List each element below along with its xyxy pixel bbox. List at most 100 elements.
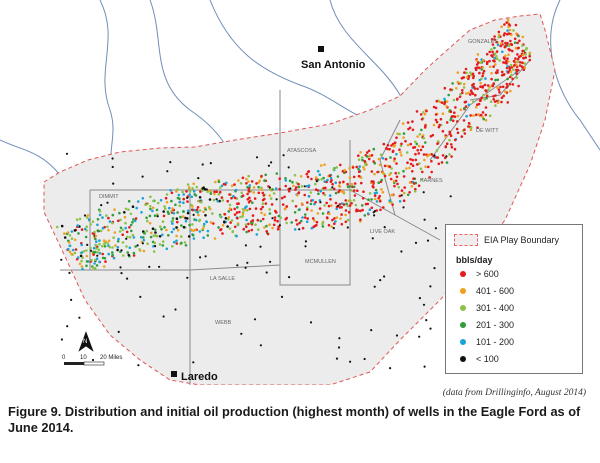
well-point <box>301 216 304 219</box>
well-point <box>67 247 70 251</box>
well-point <box>507 70 510 74</box>
well-point <box>192 361 195 364</box>
well-point <box>274 187 278 190</box>
well-point <box>429 135 433 138</box>
city-marker <box>318 46 324 52</box>
well-point <box>247 180 250 183</box>
well-point <box>153 214 157 217</box>
well-point <box>251 214 255 217</box>
city-marker <box>171 371 177 377</box>
well-point <box>458 95 462 99</box>
well-point <box>352 185 356 189</box>
well-point <box>381 190 385 194</box>
well-point <box>101 226 105 230</box>
well-point <box>316 212 320 215</box>
county-label: DIMMIT <box>99 194 119 200</box>
well-point <box>201 227 205 230</box>
well-point <box>167 234 170 237</box>
well-point <box>423 365 426 368</box>
well-point <box>305 220 309 223</box>
well-point <box>437 125 441 129</box>
well-point <box>305 208 309 211</box>
well-point <box>311 217 315 220</box>
well-point <box>422 136 426 140</box>
well-point <box>499 42 503 45</box>
well-point <box>240 332 243 335</box>
well-point <box>306 201 309 204</box>
well-point <box>329 176 333 180</box>
well-point <box>220 184 224 188</box>
well-point <box>426 154 429 158</box>
well-point <box>309 202 313 206</box>
well-point <box>435 120 439 124</box>
well-point <box>464 105 468 108</box>
well-point <box>391 149 395 153</box>
well-point <box>507 53 510 56</box>
well-point <box>366 212 370 215</box>
well-point <box>100 204 103 207</box>
well-point <box>198 218 202 222</box>
well-point <box>255 156 259 159</box>
well-point <box>496 69 499 72</box>
well-point <box>338 203 342 206</box>
well-point <box>316 169 320 173</box>
well-point <box>521 65 524 69</box>
well-point <box>469 114 472 117</box>
well-point <box>153 228 157 232</box>
well-point <box>164 207 167 210</box>
well-point <box>202 236 205 239</box>
well-point <box>80 259 83 263</box>
well-point <box>382 206 385 209</box>
well-point <box>503 57 506 61</box>
well-point <box>392 145 396 148</box>
well-point <box>346 185 350 189</box>
well-point <box>93 262 96 265</box>
scale-bar: 0 10 20 Miles <box>62 355 122 366</box>
well-point <box>521 44 524 47</box>
well-point <box>111 251 114 254</box>
well-point <box>268 194 272 197</box>
well-point <box>236 206 239 209</box>
well-point <box>354 203 358 207</box>
well-point <box>502 73 506 76</box>
well-point <box>148 265 151 268</box>
well-point <box>424 124 427 127</box>
well-point <box>93 230 96 234</box>
well-point <box>185 190 188 193</box>
well-point <box>449 195 452 198</box>
well-point <box>177 193 181 197</box>
well-point <box>120 272 123 275</box>
well-point <box>162 210 165 213</box>
well-point <box>162 315 165 318</box>
well-point <box>393 184 396 188</box>
well-point <box>388 199 392 202</box>
well-point <box>269 197 273 200</box>
well-point <box>450 143 453 146</box>
well-point <box>224 217 228 220</box>
well-point <box>366 155 369 158</box>
well-point <box>491 55 494 58</box>
well-point <box>342 203 346 206</box>
well-point <box>145 229 149 233</box>
well-point <box>70 237 74 240</box>
legend-label: 101 - 200 <box>476 337 515 347</box>
well-point <box>114 244 117 247</box>
well-point <box>129 223 133 227</box>
well-point <box>136 200 140 203</box>
well-point <box>89 249 93 252</box>
well-point <box>405 167 408 170</box>
well-point <box>501 50 504 54</box>
well-point <box>269 260 272 263</box>
county-label: GONZALES <box>468 39 498 45</box>
well-point <box>441 154 445 157</box>
county-line <box>379 119 401 216</box>
well-point <box>484 113 488 117</box>
well-point <box>440 101 444 104</box>
well-point <box>356 189 359 192</box>
well-point <box>87 218 91 221</box>
well-point <box>352 175 356 179</box>
well-point <box>506 85 509 88</box>
well-point <box>96 218 100 221</box>
legend-dot <box>460 356 466 362</box>
well-point <box>146 219 149 223</box>
